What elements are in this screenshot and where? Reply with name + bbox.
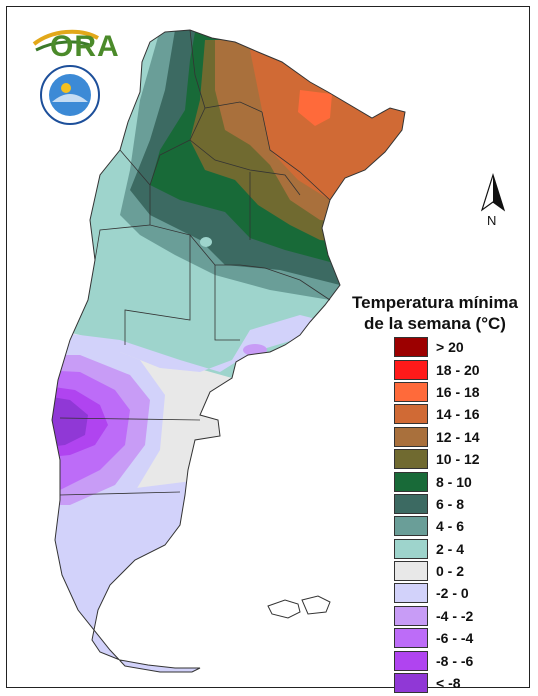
- legend-swatch: [394, 493, 428, 514]
- legend-item: 10 - 12: [394, 448, 480, 470]
- legend-label: < -8: [436, 675, 461, 692]
- legend-item: 18 - 20: [394, 358, 480, 380]
- legend-swatch: [394, 605, 428, 626]
- legend-item: 12 - 14: [394, 426, 480, 448]
- legend-item: < -8: [394, 672, 480, 694]
- legend-swatch: [394, 471, 428, 492]
- legend-label: -4 - -2: [436, 607, 474, 624]
- legend-label: 16 - 18: [436, 383, 480, 400]
- legend-swatch: [394, 538, 428, 559]
- legend-swatch: [394, 381, 428, 402]
- legend-item: > 20: [394, 336, 480, 358]
- legend-swatch: [394, 337, 428, 358]
- legend-item: -8 - -6: [394, 649, 480, 671]
- legend-swatch: [394, 650, 428, 671]
- legend-item: 6 - 8: [394, 493, 480, 515]
- legend-item: -2 - 0: [394, 582, 480, 604]
- legend-label: -8 - -6: [436, 652, 474, 669]
- legend-item: 8 - 10: [394, 470, 480, 492]
- legend-label: 14 - 16: [436, 406, 480, 423]
- north-arrow-icon: [480, 172, 506, 212]
- ora-logo: [32, 29, 99, 52]
- legend-swatch: [394, 628, 428, 649]
- legend-label: 8 - 10: [436, 473, 472, 490]
- legend-label: 4 - 6: [436, 518, 465, 535]
- legend-label: 12 - 14: [436, 428, 480, 445]
- legend-swatch: [394, 516, 428, 537]
- legend-item: 14 - 16: [394, 403, 480, 425]
- legend-swatch: [394, 561, 428, 582]
- country-outline: [51, 29, 406, 673]
- north-label: N: [487, 213, 497, 228]
- legend-label: > 20: [436, 339, 464, 356]
- legend-swatch: [394, 583, 428, 604]
- legend: > 20 18 - 20 16 - 18 14 - 16 12 - 14 10 - 12 8…: [394, 336, 480, 694]
- malvinas-islands: [267, 595, 331, 619]
- smn-seal-icon: [40, 65, 100, 125]
- legend-swatch: [394, 426, 428, 447]
- legend-label: 18 - 20: [436, 361, 480, 378]
- legend-label: -2 - 0: [436, 585, 469, 602]
- legend-item: 16 - 18: [394, 381, 480, 403]
- province-borders: [59, 29, 331, 496]
- legend-label: 2 - 4: [436, 540, 465, 557]
- legend-swatch: [394, 673, 428, 694]
- legend-item: 0 - 2: [394, 560, 480, 582]
- legend-swatch: [394, 359, 428, 380]
- legend-item: -6 - -4: [394, 627, 480, 649]
- legend-swatch: [394, 404, 428, 425]
- legend-item: -4 - -2: [394, 605, 480, 627]
- legend-label: -6 - -4: [436, 630, 474, 647]
- legend-label: 0 - 2: [436, 563, 465, 580]
- legend-item: 4 - 6: [394, 515, 480, 537]
- ora-logo-text: ORA: [50, 30, 120, 63]
- legend-swatch: [394, 449, 428, 470]
- legend-label: 6 - 8: [436, 495, 465, 512]
- legend-item: 2 - 4: [394, 538, 480, 560]
- legend-label: 10 - 12: [436, 451, 480, 468]
- legend-title: Temperatura mínima de la semana (°C): [352, 293, 518, 333]
- argentina-temperature-fill: [52, 30, 405, 672]
